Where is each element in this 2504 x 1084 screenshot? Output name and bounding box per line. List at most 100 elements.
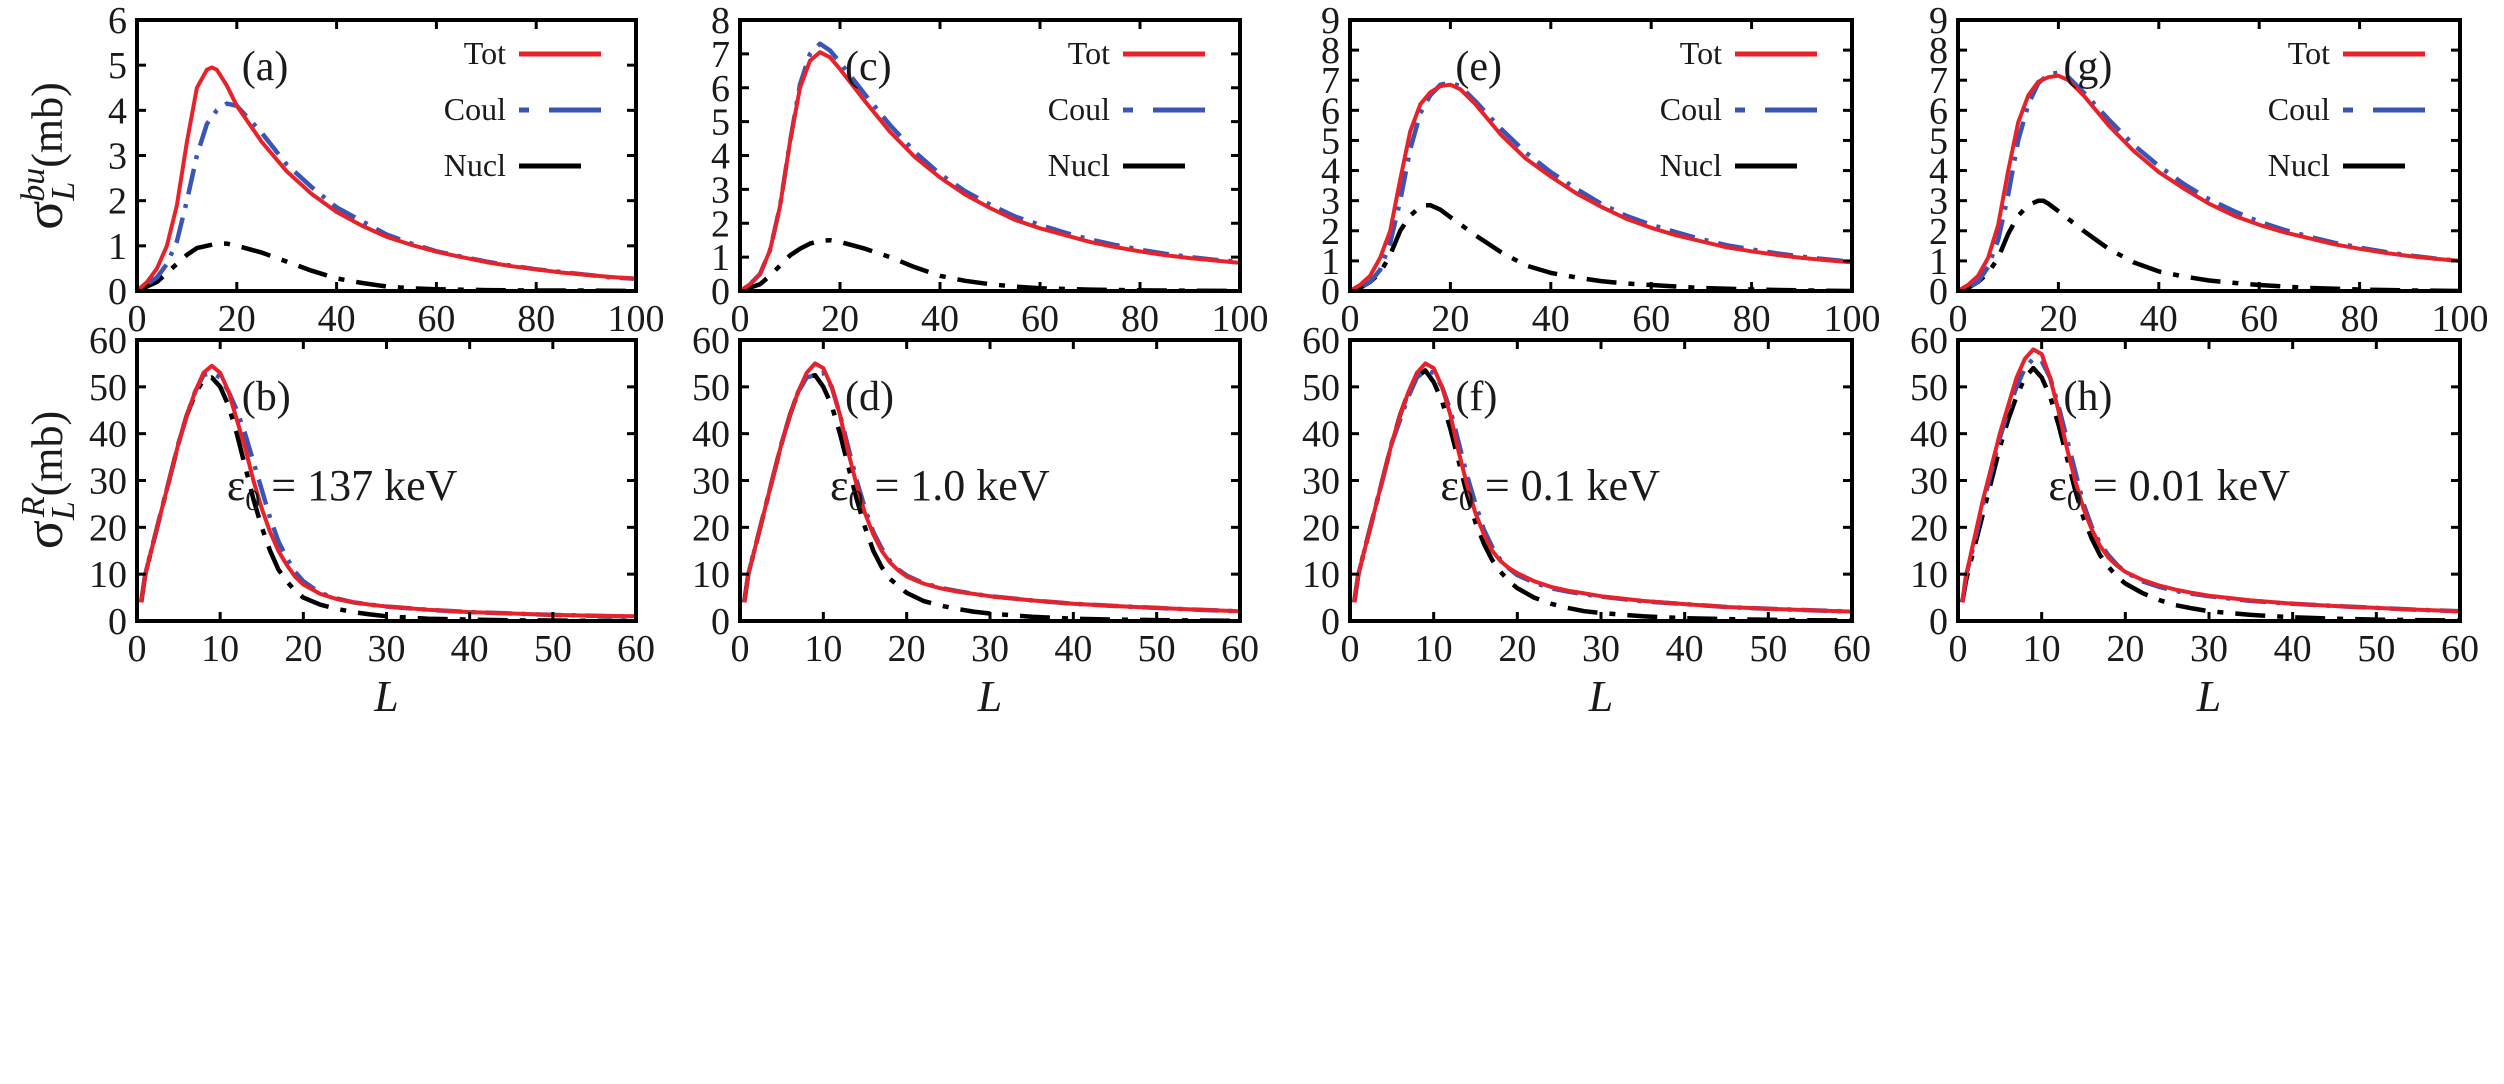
y-tick-label: 2 <box>711 203 730 245</box>
series-line-nucl <box>740 237 1240 291</box>
x-tick-label: 40 <box>2274 628 2312 670</box>
y-tick-label: 30 <box>1910 461 1948 503</box>
bottom-ylabel: σLR(mb) <box>14 411 82 549</box>
y-tick-label: 0 <box>1321 271 1340 313</box>
x-tick-label: 20 <box>2039 298 2077 340</box>
panel-label: (b) <box>242 374 291 420</box>
series-line-nucl <box>137 241 636 291</box>
x-axis-title: L <box>373 672 398 721</box>
x-tick-label: 0 <box>731 298 750 340</box>
y-tick-label: 50 <box>89 367 127 409</box>
x-tick-label: 30 <box>1582 628 1620 670</box>
x-tick-label: 60 <box>1833 628 1871 670</box>
x-tick-label: 40 <box>1054 628 1092 670</box>
y-tick-label: 60 <box>89 320 127 362</box>
y-tick-label: 10 <box>692 554 730 596</box>
x-tick-label: 20 <box>1498 628 1536 670</box>
panel-label: (g) <box>2063 44 2112 90</box>
y-tick-label: 7 <box>1929 60 1948 102</box>
x-tick-label: 50 <box>1138 628 1176 670</box>
x-tick-label: 40 <box>2140 298 2178 340</box>
y-tick-label: 20 <box>1302 507 1340 549</box>
x-tick-label: 20 <box>284 628 322 670</box>
x-tick-label: 80 <box>1733 298 1771 340</box>
y-tick-label: 7 <box>1321 60 1340 102</box>
energy-annotation: ε0 = 0.1 keV <box>1440 461 1660 517</box>
panel-label: (c) <box>845 44 892 90</box>
x-tick-label: 20 <box>218 298 256 340</box>
series-line-tot <box>740 50 1240 291</box>
y-tick-label: 10 <box>89 554 127 596</box>
y-tick-label: 8 <box>1929 30 1948 72</box>
x-tick-label: 0 <box>1949 628 1968 670</box>
x-tick-label: 60 <box>1021 298 1059 340</box>
x-axis-title: L <box>1588 672 1613 721</box>
y-tick-label: 2 <box>108 181 127 223</box>
series-group <box>1958 70 2460 291</box>
y-tick-label: 40 <box>1302 414 1340 456</box>
series-line-nucl <box>1350 202 1852 291</box>
bottom-ylabel-sub: L <box>45 501 82 521</box>
energy-annotation: ε0 = 0.01 keV <box>2048 461 2290 517</box>
series-line-nucl <box>1351 368 1852 621</box>
x-tick-label: 30 <box>971 628 1009 670</box>
y-tick-label: 6 <box>1929 90 1948 132</box>
y-tick-label: 4 <box>108 90 127 132</box>
legend-label-tot: Tot <box>2288 35 2330 71</box>
y-tick-label: 5 <box>1321 120 1340 162</box>
y-tick-label: 6 <box>1321 90 1340 132</box>
legend-label-coul: Coul <box>444 91 506 127</box>
plot-frame <box>1956 18 2462 293</box>
x-tick-label: 20 <box>821 298 859 340</box>
x-tick-label: 60 <box>417 298 455 340</box>
y-tick-label: 0 <box>1929 601 1948 643</box>
x-tick-label: 0 <box>731 628 750 670</box>
y-tick-label: 5 <box>1929 120 1948 162</box>
legend-label-tot: Tot <box>1680 35 1722 71</box>
series-group <box>137 65 636 291</box>
series-line-tot <box>1352 361 1852 614</box>
series-line-coul <box>1958 70 2460 291</box>
y-tick-label: 10 <box>1302 554 1340 596</box>
y-tick-label: 6 <box>108 0 127 42</box>
energy-annotation: ε0 = 137 keV <box>227 461 458 517</box>
series-line-tot <box>1960 347 2460 614</box>
x-tick-label: 40 <box>1666 628 1704 670</box>
y-tick-label: 50 <box>1302 367 1340 409</box>
panel-label: (e) <box>1455 44 1502 90</box>
legend-label-coul: Coul <box>2268 91 2330 127</box>
x-tick-label: 50 <box>1749 628 1787 670</box>
x-tick-label: 50 <box>2357 628 2395 670</box>
panel-label: (a) <box>242 44 289 90</box>
y-tick-label: 1 <box>711 237 730 279</box>
x-tick-label: 0 <box>1949 298 1968 340</box>
x-tick-label: 10 <box>2023 628 2061 670</box>
bottom-ylabel-sup: R <box>15 496 52 518</box>
x-tick-label: 40 <box>1532 298 1570 340</box>
plot-frame <box>135 18 638 293</box>
x-tick-label: 30 <box>2190 628 2228 670</box>
series-group <box>1351 361 1852 621</box>
legend-label-coul: Coul <box>1048 91 1110 127</box>
x-tick-label: 10 <box>804 628 842 670</box>
x-tick-label: 100 <box>1824 298 1881 340</box>
x-tick-label: 0 <box>1341 298 1360 340</box>
x-tick-label: 20 <box>2106 628 2144 670</box>
svg-text:σLbu(mb): σLbu(mb) <box>14 82 82 230</box>
legend-label-coul: Coul <box>1660 91 1722 127</box>
panel-label: (d) <box>845 374 894 420</box>
series-group <box>1350 80 1852 291</box>
x-axis-title: L <box>977 672 1002 721</box>
y-tick-label: 50 <box>692 367 730 409</box>
y-tick-label: 1 <box>1321 241 1340 283</box>
y-tick-label: 5 <box>711 102 730 144</box>
x-tick-label: 80 <box>517 298 555 340</box>
top-ylabel-unit: (mb) <box>23 82 72 168</box>
x-tick-label: 60 <box>1221 628 1259 670</box>
series-line-nucl <box>741 372 1240 621</box>
y-tick-label: 3 <box>711 169 730 211</box>
